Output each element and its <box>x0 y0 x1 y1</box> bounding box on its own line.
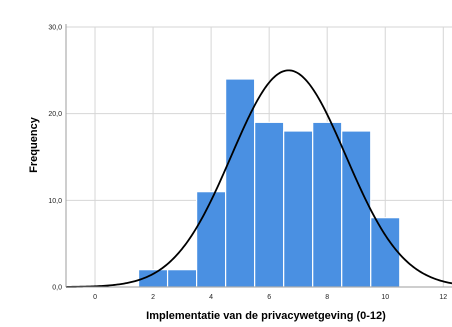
y-tick-label: 20,0 <box>48 111 62 118</box>
normal-distribution-curve <box>65 69 452 288</box>
x-tick-label: 10 <box>381 294 389 301</box>
x-axis-title: Implementatie van de privacywetgeving (0… <box>146 310 386 322</box>
histogram-bar <box>370 217 401 288</box>
histogram-bars <box>137 78 401 288</box>
axes <box>65 24 452 288</box>
histogram-bar <box>312 121 343 288</box>
y-tick-label: 30,0 <box>48 25 62 32</box>
y-tick-label: 0,0 <box>52 285 62 292</box>
histogram-bar <box>225 78 256 288</box>
tick-labels: 0 2 4 6 8 10 12 0,0 10,0 20,0 30,0 <box>48 25 447 302</box>
y-axis-title: Frequency <box>28 116 40 173</box>
normal-curve-layer <box>65 69 452 288</box>
histogram-bar <box>196 191 227 288</box>
histogram-bar <box>166 269 198 288</box>
histogram-bar <box>254 121 285 288</box>
x-tick-label: 2 <box>151 294 155 301</box>
histogram-bar <box>283 130 314 288</box>
y-tick-label: 10,0 <box>48 198 62 205</box>
x-tick-label: 4 <box>209 294 213 301</box>
x-tick-label: 6 <box>267 294 271 301</box>
x-tick-label: 8 <box>325 294 329 301</box>
x-tick-label: 12 <box>439 294 447 301</box>
x-tick-label: 0 <box>93 294 97 301</box>
